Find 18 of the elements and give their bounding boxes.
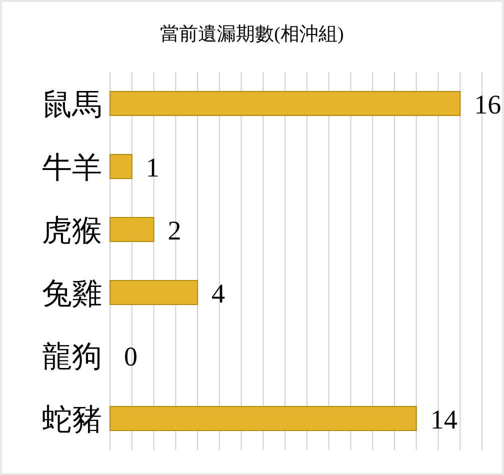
data-label: 1 bbox=[146, 152, 160, 182]
y-tick-label: 虎猴 bbox=[42, 214, 102, 248]
chart-title: 當前遺漏期數(相沖組) bbox=[160, 24, 344, 45]
y-tick-label: 牛羊 bbox=[42, 152, 102, 184]
data-label: 4 bbox=[212, 278, 226, 308]
y-tick-label: 鼠馬 bbox=[42, 88, 102, 122]
data-label: 14 bbox=[430, 404, 458, 434]
y-tick-label: 龍狗 bbox=[42, 340, 102, 374]
bar bbox=[110, 154, 132, 179]
data-label: 16 bbox=[474, 90, 502, 120]
bar bbox=[110, 91, 461, 116]
data-label: 2 bbox=[168, 216, 182, 246]
bar bbox=[110, 406, 417, 431]
y-tick-label: 兔雞 bbox=[42, 278, 102, 310]
bar bbox=[110, 217, 154, 242]
data-label: 0 bbox=[124, 342, 138, 372]
y-tick-label: 蛇豬 bbox=[42, 404, 102, 436]
bar bbox=[110, 280, 198, 305]
